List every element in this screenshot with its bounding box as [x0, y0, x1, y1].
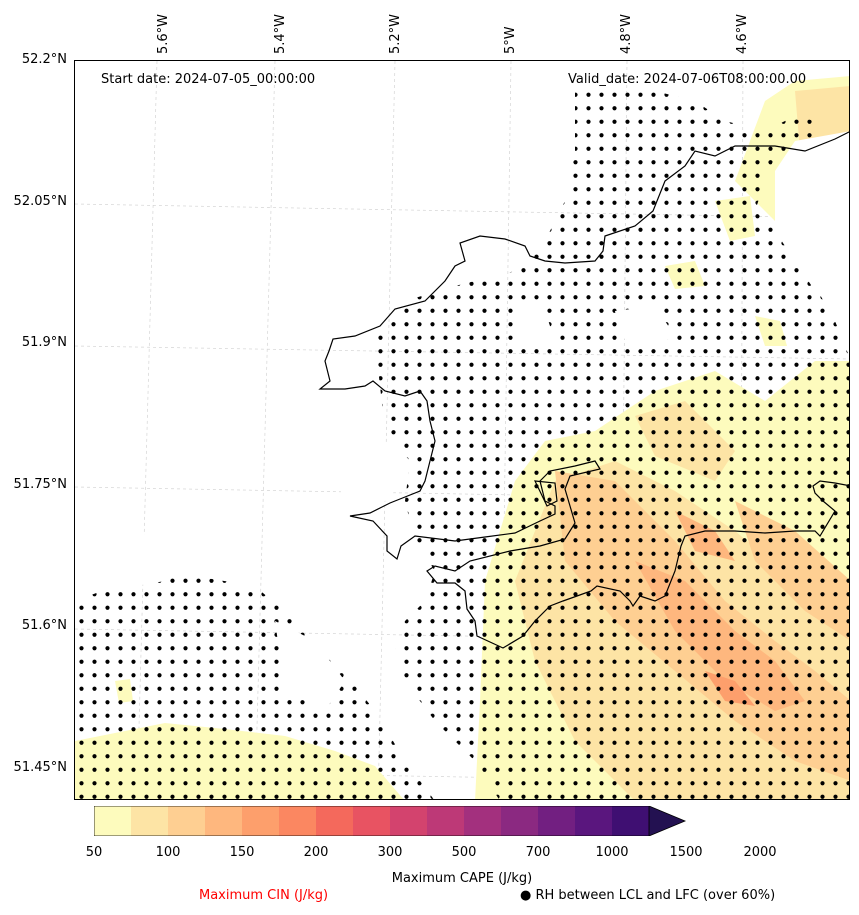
colorbar-cell: [94, 806, 132, 836]
lon-tick-label: 5°W: [503, 26, 518, 54]
map-panel: [74, 60, 850, 800]
colorbar-cell: [205, 806, 243, 836]
lon-tick-label: 4.6°W: [735, 13, 750, 54]
rh-legend: ● RH between LCL and LFC (over 60%): [520, 888, 776, 903]
colorbar-tick-label: 2000: [743, 845, 777, 860]
lon-tick-label: 5.6°W: [156, 13, 171, 54]
rh-stipple: [75, 86, 849, 799]
colorbar-cell: [538, 806, 576, 836]
colorbar-tick-label: 100: [155, 845, 181, 860]
colorbar-cell: [427, 806, 465, 836]
colorbar-cell: [131, 806, 169, 836]
no-stipple-areas: [75, 131, 849, 711]
colorbar-cell: [390, 806, 428, 836]
lat-tick-label: 51.6°N: [21, 618, 67, 633]
colorbar-cell: [316, 806, 354, 836]
lon-tick-label: 5.4°W: [273, 13, 288, 54]
colorbar-tick-label: 300: [377, 845, 403, 860]
colorbar-tick-label: 500: [451, 845, 477, 860]
valid-date-label: Valid_date: 2024-07-06T08:00:00.00: [568, 72, 807, 87]
cape-colorbar: [94, 806, 687, 836]
colorbar-cell: [575, 806, 613, 836]
cape-axis-label: Maximum CAPE (J/kg): [391, 871, 533, 886]
colorbar-tick-label: 1500: [669, 845, 703, 860]
cin-label: Maximum CIN (J/kg): [199, 888, 329, 903]
colorbar-cell: [168, 806, 206, 836]
lon-tick-label: 4.8°W: [619, 13, 634, 54]
lat-tick-label: 51.9°N: [21, 335, 67, 350]
lat-tick-label: 52.2°N: [21, 52, 67, 67]
map-canvas: [75, 61, 849, 799]
start-date-label: Start date: 2024-07-05_00:00:00: [101, 72, 316, 87]
colorbar-cell: [612, 806, 650, 836]
colorbar-tick-label: 1000: [595, 845, 629, 860]
colorbar-tick-label: 50: [85, 845, 103, 860]
coastline: [318, 131, 849, 649]
lat-tick-label: 51.45°N: [13, 760, 67, 775]
lat-tick-label: 52.05°N: [13, 194, 67, 209]
colorbar-cell: [279, 806, 317, 836]
lat-tick-label: 51.75°N: [13, 477, 67, 492]
colorbar-cell: [242, 806, 280, 836]
colorbar-cell: [464, 806, 502, 836]
colorbar-tick-label: 700: [525, 845, 551, 860]
colorbar-tick-label: 200: [303, 845, 329, 860]
colorbar-extend-arrow: [648, 806, 687, 836]
lon-tick-label: 5.2°W: [388, 13, 403, 54]
colorbar-tick-label: 150: [229, 845, 255, 860]
colorbar-cell: [353, 806, 391, 836]
colorbar-cell: [501, 806, 539, 836]
